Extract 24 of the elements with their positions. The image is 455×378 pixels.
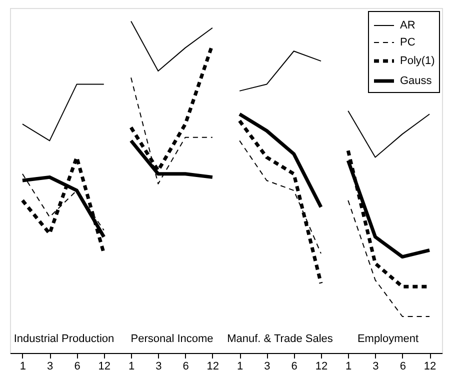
x-tick-label: 1 (237, 360, 244, 372)
annotation: Employment (357, 333, 419, 345)
x-tick-label: 1 (346, 360, 352, 372)
x-tick-label: 1 (20, 360, 26, 372)
legend-label: Gauss (400, 75, 432, 87)
legend-label: Poly(1) (400, 55, 435, 67)
x-tick-label: 6 (400, 360, 406, 372)
annotation: Industrial Production (14, 333, 114, 345)
x-tick-label: 12 (424, 360, 436, 372)
x-tick-label: 6 (291, 360, 298, 372)
annotation: Personal Income (130, 333, 214, 345)
x-tick-label: 6 (74, 360, 80, 372)
x-tick-label: 6 (182, 360, 189, 372)
x-tick-label: 12 (98, 360, 111, 372)
x-tick-label: 1 (128, 360, 135, 372)
x-tick-label: 12 (206, 360, 220, 372)
x-tick-label: 3 (264, 360, 270, 372)
legend-label: AR (400, 20, 416, 32)
x-tick-label: 12 (315, 360, 328, 372)
x-tick-label: 3 (156, 360, 162, 372)
legend-label: PC (400, 36, 416, 48)
annotation: Manuf. & Trade Sales (227, 333, 334, 345)
x-tick-label: 3 (47, 360, 54, 372)
x-tick-label: 3 (372, 360, 379, 372)
